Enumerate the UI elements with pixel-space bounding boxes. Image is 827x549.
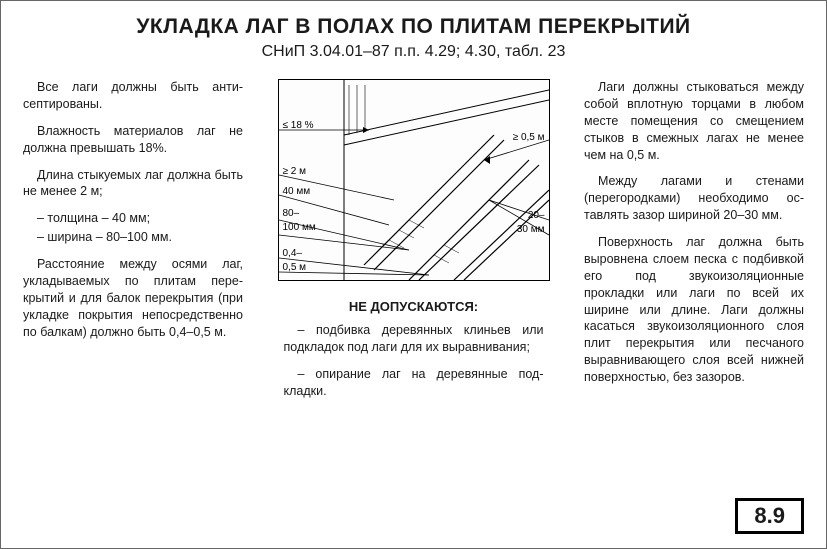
left-li-2: – ширина – 80–100 мм. bbox=[23, 229, 243, 246]
left-para-4: Расстояние между осями лаг, укладываемых… bbox=[23, 256, 243, 340]
right-column: Лаги должны стыковаться между собой впло… bbox=[584, 79, 804, 410]
fig-label-moisture: ≤ 18 % bbox=[283, 120, 314, 131]
fig-label-axis-1: 0,4– bbox=[283, 248, 302, 259]
fig-label-width-1: 80– bbox=[283, 208, 300, 219]
header: УКЛАДКА ЛАГ В ПОЛАХ ПО ПЛИТАМ ПЕРЕКРЫТИЙ… bbox=[23, 15, 804, 61]
right-para-3: Поверхность лаг должна быть выровнена сл… bbox=[584, 234, 804, 386]
left-para-3: Длина стыкуемых лаг должна быть не менее… bbox=[23, 167, 243, 201]
page-frame: УКЛАДКА ЛАГ В ПОЛАХ ПО ПЛИТАМ ПЕРЕКРЫТИЙ… bbox=[0, 0, 827, 549]
fig-label-gap-2: 30 мм bbox=[517, 224, 545, 235]
right-para-1: Лаги должны стыковаться между собой впло… bbox=[584, 79, 804, 163]
page-number: 8.9 bbox=[754, 503, 785, 528]
left-column: Все лаги должны быть анти­септированы. В… bbox=[23, 79, 243, 410]
right-para-2: Между лагами и стенами (перегородками) н… bbox=[584, 173, 804, 224]
columns: Все лаги должны быть анти­септированы. В… bbox=[23, 79, 804, 410]
fig-label-gap-1: 20– bbox=[528, 210, 545, 221]
not-allowed-2: – опирание лаг на деревянные под­кладки. bbox=[284, 366, 544, 400]
page-subtitle: СНиП 3.04.01–87 п.п. 4.29; 4.30, табл. 2… bbox=[23, 43, 804, 61]
center-paras: – подбивка деревянных клиньев или подкла… bbox=[284, 322, 544, 410]
page-title: УКЛАДКА ЛАГ В ПОЛАХ ПО ПЛИТАМ ПЕРЕКРЫТИЙ bbox=[23, 15, 804, 39]
page-number-box: 8.9 bbox=[735, 498, 804, 534]
figure-svg bbox=[279, 80, 549, 280]
center-column: ≤ 18 % ≥ 2 м 40 мм 80– 100 мм 0,4– 0,5 м… bbox=[259, 79, 568, 410]
not-allowed-heading: НЕ ДОПУСКАЮТСЯ: bbox=[349, 299, 478, 314]
fig-label-thickness: 40 мм bbox=[283, 186, 311, 197]
not-allowed-1: – подбивка деревянных клиньев или подкла… bbox=[284, 322, 544, 356]
fig-label-width-2: 100 мм bbox=[283, 222, 316, 233]
left-para-2: Влажность материалов лаг не должна превы… bbox=[23, 123, 243, 157]
left-li-1: – толщина – 40 мм; bbox=[23, 210, 243, 227]
fig-label-offset: ≥ 0,5 м bbox=[513, 132, 545, 143]
fig-label-axis-2: 0,5 м bbox=[283, 262, 307, 273]
fig-label-length: ≥ 2 м bbox=[283, 166, 306, 177]
technical-figure: ≤ 18 % ≥ 2 м 40 мм 80– 100 мм 0,4– 0,5 м… bbox=[278, 79, 550, 281]
left-para-1: Все лаги должны быть анти­септированы. bbox=[23, 79, 243, 113]
